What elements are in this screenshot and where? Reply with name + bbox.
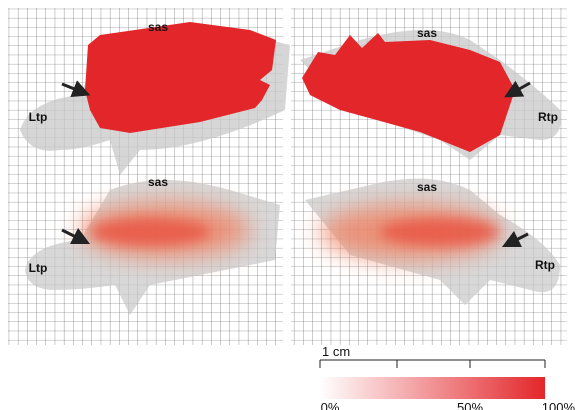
side-label: Ltp <box>29 261 48 275</box>
side-label: Ltp <box>29 110 48 124</box>
sas-label: sas <box>148 175 168 189</box>
sas-label: sas <box>417 26 437 40</box>
figure: sas Ltp sas Rtp sas Ltp sas Rtp 1 cm 0% … <box>0 0 575 410</box>
sas-label: sas <box>417 180 437 194</box>
page: {"panels": [ {"top_label": "sas", "side_… <box>0 0 575 410</box>
colorbar-label: 0% <box>321 400 340 410</box>
activation-core <box>380 218 500 246</box>
side-label: Rtp <box>535 258 555 272</box>
sas-label: sas <box>148 20 168 34</box>
colorbar <box>320 377 545 399</box>
colorbar-label: 50% <box>457 400 483 410</box>
colorbar-label: 100% <box>542 400 575 410</box>
activation-core <box>90 218 210 246</box>
legend: 1 cm 0% 50% 100% <box>320 344 575 410</box>
side-label: Rtp <box>538 110 558 124</box>
scale-label: 1 cm <box>322 344 350 359</box>
scale-bar <box>320 360 545 368</box>
